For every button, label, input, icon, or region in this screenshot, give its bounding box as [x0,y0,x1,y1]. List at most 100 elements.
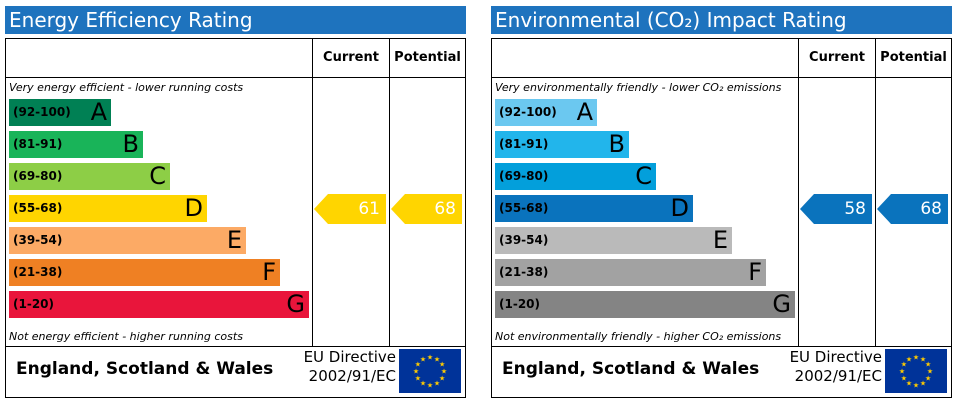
band-letter: D [184,194,203,222]
band-letter: F [748,258,762,286]
eu-star: ★ [427,354,433,362]
column-divider [389,39,390,346]
band-range: (1-20) [499,297,540,311]
band-range: (55-68) [499,201,549,215]
eu-flag-icon: ★ ★★★★★★★★★★★ [885,349,947,393]
eu-star: ★ [434,380,440,388]
current-column-header: Current [809,50,865,65]
band-f: (21-38) F [495,259,766,286]
band-letter: B [608,130,625,158]
eu-flag-field [399,349,461,393]
potential-column-header: Potential [394,50,461,65]
eu-star: ★ [906,355,912,363]
potential-arrow-shape [877,194,948,224]
eu-star: ★ [920,355,926,363]
eu-star: ★ [901,361,907,369]
band-letter: G [286,290,305,318]
band-a: (92-100) A [9,99,111,126]
band-letter: A [90,98,107,126]
band-letter: D [670,194,689,222]
header-divider [492,77,951,78]
column-divider [312,39,313,346]
eu-directive: EU Directive 2002/91/EC [276,348,396,386]
band-range: (69-80) [13,169,63,183]
band-d: (55-68) D [495,195,693,222]
band-range: (21-38) [499,265,549,279]
footer-divider [6,346,465,347]
eu-star: ★ [920,380,926,388]
column-divider [875,39,876,346]
eu-star: ★ [927,368,933,376]
band-d: (55-68) D [9,195,207,222]
eu-directive-line1: EU Directive [303,348,396,366]
band-c: (69-80) C [495,163,656,190]
panel-title: Environmental (CO₂) Impact Rating [491,6,952,34]
eu-star: ★ [413,368,419,376]
footer-region: England, Scotland & Wales [502,359,760,379]
potential-column-header: Potential [880,50,947,65]
eu-star: ★ [434,355,440,363]
panel-title: Energy Efficiency Rating [5,6,466,34]
band-range: (39-54) [13,233,63,247]
current-rating-marker: 58 [800,194,872,224]
potential-rating-value: 68 [920,199,942,219]
band-range: (55-68) [13,201,63,215]
band-letter: C [149,162,166,190]
current-rating-marker: 61 [314,194,386,224]
band-range: (81-91) [13,137,63,151]
band-g: (1-20) G [495,291,795,318]
energy-efficiency-panel: Energy Efficiency Rating Current Potenti… [5,6,466,398]
band-f: (21-38) F [9,259,280,286]
rating-frame: Current Potential Very energy efficient … [5,38,466,398]
band-g: (1-20) G [9,291,309,318]
band-range: (81-91) [499,137,549,151]
eu-flag-icon: ★ ★★★★★★★★★★★ [399,349,461,393]
band-letter: E [226,226,242,254]
band-c: (69-80) C [9,163,170,190]
band-b: (81-91) B [495,131,629,158]
band-a: (92-100) A [495,99,597,126]
potential-rating-value: 68 [434,199,456,219]
band-letter: F [262,258,276,286]
rating-frame: Current Potential Very environmentally f… [491,38,952,398]
band-letter: G [772,290,791,318]
eu-flag-field [885,349,947,393]
current-column-header: Current [323,50,379,65]
top-note: Very energy efficient - lower running co… [9,81,244,94]
potential-arrow-shape [391,194,462,224]
bottom-note: Not environmentally friendly - higher CO… [495,330,782,343]
current-arrow-shape [800,194,872,224]
eu-star: ★ [439,361,445,369]
eu-star: ★ [906,380,912,388]
eu-star: ★ [899,368,905,376]
eu-star: ★ [427,382,433,390]
eu-star: ★ [913,354,919,362]
potential-rating-marker: 68 [877,194,948,224]
eu-star: ★ [901,375,907,383]
eu-star: ★ [913,382,919,390]
band-range: (1-20) [13,297,54,311]
band-e: (39-54) E [9,227,246,254]
eu-star: ★ [925,375,931,383]
eu-directive-line2: 2002/91/EC [308,367,396,385]
eu-star: ★ [415,361,421,369]
band-range: (69-80) [499,169,549,183]
bottom-note: Not energy efficient - higher running co… [9,330,243,343]
band-b: (81-91) B [9,131,143,158]
environmental-impact-panel: Environmental (CO₂) Impact Rating Curren… [491,6,952,398]
potential-rating-marker: 68 [391,194,462,224]
current-rating-value: 61 [358,199,380,219]
band-letter: C [635,162,652,190]
band-range: (92-100) [13,105,71,119]
eu-directive-line2: 2002/91/EC [794,367,882,385]
eu-star: ★ [925,361,931,369]
eu-star: ★ [420,380,426,388]
eu-directive-line1: EU Directive [789,348,882,366]
band-letter: A [576,98,593,126]
eu-directive: EU Directive 2002/91/EC [762,348,882,386]
eu-star: ★ [420,355,426,363]
footer-divider [492,346,951,347]
band-range: (39-54) [499,233,549,247]
current-arrow-shape [314,194,386,224]
header-divider [6,77,465,78]
